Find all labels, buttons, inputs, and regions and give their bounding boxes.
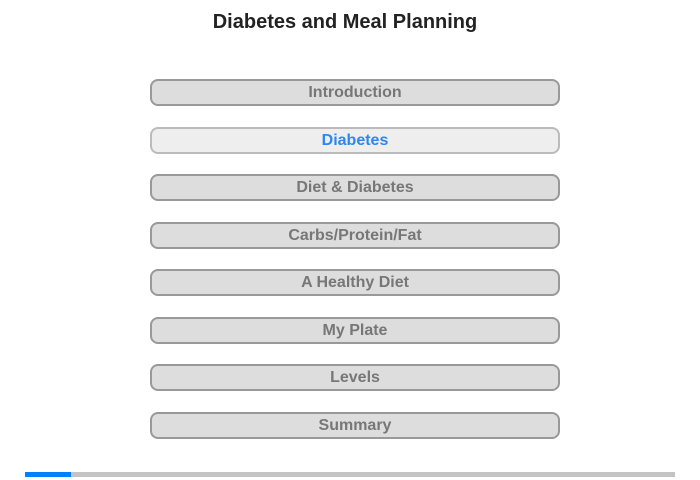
chapter-menu: Introduction Diabetes Diet & Diabetes Ca… — [150, 79, 560, 459]
menu-button-my-plate[interactable]: My Plate — [150, 316, 560, 344]
menu-button-diabetes[interactable]: Diabetes — [150, 126, 560, 154]
menu-button-healthy-diet[interactable]: A Healthy Diet — [150, 269, 560, 296]
page-title: Diabetes and Meal Planning — [212, 11, 478, 33]
menu-button-carbs-protein-fat[interactable]: Carbs/Protein/Fat — [150, 221, 560, 249]
progress-bar — [25, 472, 675, 477]
menu-button-summary[interactable]: Summary — [150, 411, 560, 439]
menu-button-diet-diabetes[interactable]: Diet & Diabetes — [150, 174, 560, 201]
menu-button-introduction[interactable]: Introduction — [150, 79, 560, 106]
progress-fill — [25, 472, 71, 477]
menu-button-levels[interactable]: Levels — [150, 364, 560, 391]
